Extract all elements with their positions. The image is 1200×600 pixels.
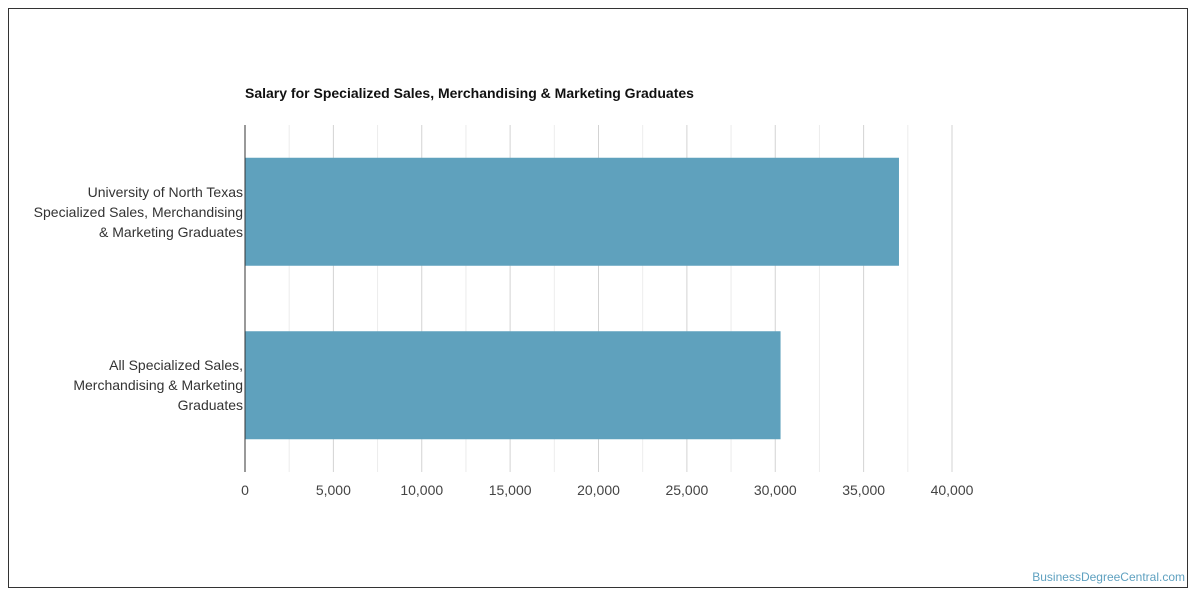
x-tick-label: 35,000: [842, 482, 885, 498]
category-label: University of North Texas Specialized Sal…: [13, 182, 243, 242]
category-label: All Specialized Sales, Merchandising & Ma…: [13, 355, 243, 415]
x-tick-label: 20,000: [577, 482, 620, 498]
x-tick-label: 0: [241, 482, 249, 498]
bar: [245, 157, 899, 266]
category-label-line: Merchandising & Marketing: [73, 377, 243, 394]
category-label-line: University of North Texas: [87, 183, 243, 200]
category-label-line: All Specialized Sales,: [109, 357, 243, 374]
x-tick-label: 25,000: [665, 482, 708, 498]
x-tick-label: 15,000: [489, 482, 532, 498]
chart-title: Salary for Specialized Sales, Merchandis…: [245, 85, 694, 101]
x-tick-label: 40,000: [931, 482, 974, 498]
x-tick-label: 30,000: [754, 482, 797, 498]
category-label-line: Specialized Sales, Merchandising: [33, 203, 243, 220]
x-tick-label: 10,000: [400, 482, 443, 498]
x-tick-label: 5,000: [316, 482, 351, 498]
watermark: BusinessDegreeCentral.com: [1032, 570, 1185, 584]
category-label-line: & Marketing Graduates: [99, 223, 243, 240]
bar: [245, 331, 781, 440]
category-label-line: Graduates: [177, 397, 243, 414]
